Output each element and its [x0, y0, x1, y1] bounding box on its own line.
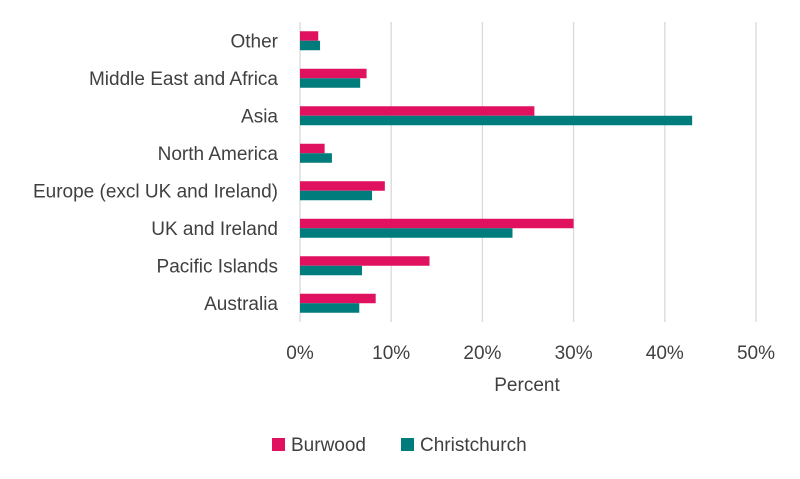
category-label: Asia — [241, 106, 278, 127]
x-axis-title: Percent — [494, 375, 560, 396]
legend-label-burwood: Burwood — [291, 435, 366, 456]
bar-burwood — [300, 181, 385, 191]
bar-burwood — [300, 68, 367, 79]
category-label: Middle East and Africa — [89, 69, 278, 90]
x-tick-label: 10% — [372, 343, 410, 364]
bar-christchurch — [300, 115, 693, 126]
legend-swatch-burwood — [272, 438, 285, 451]
x-tick-label: 50% — [737, 343, 775, 364]
category-label: Pacific Islands — [157, 256, 278, 277]
category-label: Australia — [204, 294, 278, 315]
x-tick-label: 20% — [463, 343, 501, 364]
bar-christchurch — [300, 40, 321, 51]
category-label: North America — [158, 144, 279, 165]
bar-burwood — [300, 143, 325, 154]
bar-christchurch — [300, 265, 363, 276]
bar-burwood — [300, 218, 574, 229]
category-label: UK and Ireland — [151, 219, 278, 240]
bar-christchurch — [300, 303, 360, 313]
bar-christchurch — [300, 190, 373, 201]
x-tick-labels: 0% 10% 20% 30% 40% 50% — [286, 343, 775, 364]
x-tick-label: 0% — [286, 343, 314, 364]
bar-christchurch — [300, 78, 361, 88]
x-tick-label: 30% — [555, 343, 593, 364]
category-label: Other — [230, 31, 278, 52]
bar-christchurch — [300, 153, 332, 163]
bar-burwood — [300, 256, 430, 266]
bar-burwood — [300, 106, 535, 116]
legend: Burwood Christchurch — [272, 435, 527, 456]
bar-christchurch — [300, 228, 513, 238]
legend-label-christchurch: Christchurch — [420, 435, 527, 456]
category-label: Europe (excl UK and Ireland) — [33, 181, 278, 202]
bars — [300, 31, 693, 313]
bar-burwood — [300, 293, 376, 304]
category-labels: Other Middle East and Africa Asia North Ame… — [33, 31, 279, 315]
x-tick-label: 40% — [646, 343, 684, 364]
bar-burwood — [300, 31, 319, 41]
legend-swatch-christchurch — [401, 438, 414, 451]
gridlines — [299, 22, 757, 322]
